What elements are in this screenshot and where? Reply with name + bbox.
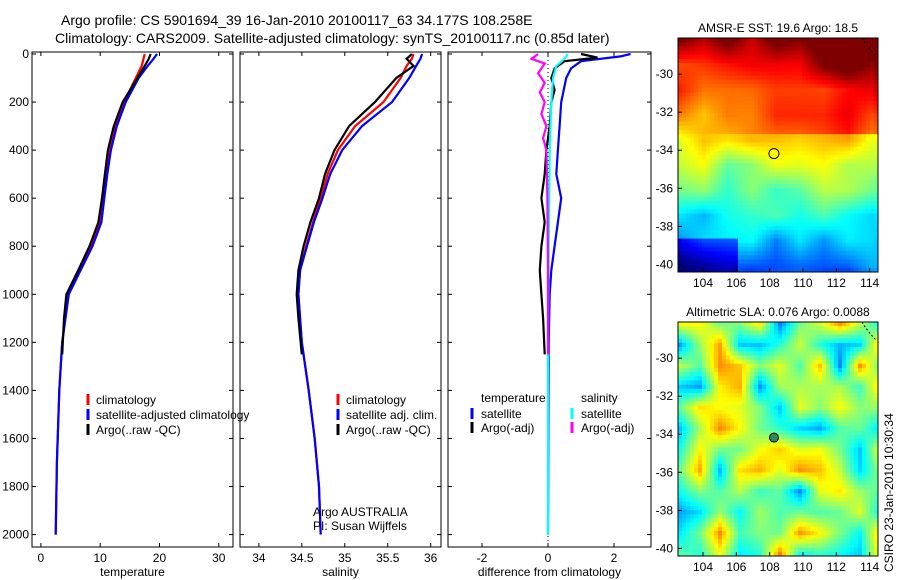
x-tick-label: 35 (338, 551, 352, 565)
lon-tick-label: 110 (793, 276, 812, 290)
legend-label: satellite adj. clim. (346, 408, 437, 422)
lat-tick-label: -40 (656, 257, 674, 271)
series-line-argo-raw-qc- (295, 53, 416, 355)
series-line-satellite-adjusted-climatology (54, 53, 158, 535)
lon-tick-label: 106 (726, 560, 746, 574)
figure-title-line2: Climatology: CARS2009. Satellite-adjuste… (55, 30, 610, 46)
legend-label: satellite-adjusted climatology (96, 408, 249, 422)
argo-location-marker (768, 148, 780, 160)
x-tick-label: 0 (545, 551, 552, 565)
figure-title-line1: Argo profile: CS 5901694_39 16-Jan-2010 … (61, 12, 532, 28)
x-tick-label: 34 (252, 551, 266, 565)
x-tick-label: 34.5 (290, 551, 314, 565)
map-sla: Altimetric SLA: 0.076 Argo: 0.0088 104 106… (656, 305, 880, 574)
lon-tick-label: 104 (693, 560, 713, 574)
y-tick-label: 600 (9, 191, 29, 205)
axes-box (239, 51, 442, 548)
y-tick-label: 1800 (2, 480, 29, 494)
credit-text: CSIRO 23-Jan-2010 10:30:34 (882, 413, 896, 572)
y-tick-label: 1400 (2, 383, 29, 397)
legend-header: salinity (581, 391, 618, 405)
axes-box (447, 51, 652, 548)
x-tick-label: -2 (477, 551, 488, 565)
map-frame (677, 37, 879, 273)
lat-tick-label: -34 (656, 143, 674, 157)
lon-tick-label: 108 (760, 276, 780, 290)
map-title: AMSR-E SST: 19.6 Argo: 18.5 (698, 21, 858, 35)
legend-header: temperature (481, 391, 546, 405)
x-tick-label: 20 (153, 551, 167, 565)
y-tick-label: 2000 (2, 528, 29, 542)
legend-label: Argo(-adj) (481, 421, 534, 435)
lat-tick-label: -34 (656, 427, 674, 441)
annotation-text: PI: Susan Wijffels (313, 519, 407, 533)
y-tick-label: 1600 (2, 431, 29, 445)
y-tick-label: 1000 (2, 287, 29, 301)
lat-tick-label: -30 (656, 351, 674, 365)
coastline (861, 37, 877, 57)
lon-tick-label: 110 (793, 560, 812, 574)
lon-tick-label: 112 (827, 276, 846, 290)
legend-label: satellite (581, 407, 622, 421)
lat-tick-label: -36 (656, 465, 674, 479)
axes-box (31, 51, 234, 548)
map-title: Altimetric SLA: 0.076 Argo: 0.0088 (686, 305, 870, 319)
x-tick-label: 36 (424, 551, 438, 565)
lon-tick-label: 108 (760, 560, 780, 574)
panel-salinity: 34 34.5 35 35.5 36 salinity climatologysatelli… (239, 51, 442, 579)
x-tick-label: 0 (38, 551, 45, 565)
lat-tick-label: -32 (656, 389, 674, 403)
x-tick-label: 10 (94, 551, 108, 565)
y-tick-label: 400 (9, 143, 29, 157)
series-line-temperature-satellite (546, 52, 631, 535)
map-frame (677, 321, 879, 557)
lat-tick-label: -30 (656, 67, 674, 81)
x-tick-label: 35.5 (376, 551, 400, 565)
argo-location-marker (768, 432, 779, 443)
x-axis-label: salinity (322, 565, 359, 579)
lat-tick-label: -36 (656, 181, 674, 195)
series-line-satellite-adj-clim- (297, 53, 424, 535)
lat-tick-label: -38 (656, 219, 674, 233)
legend-label: Argo(-adj) (581, 421, 634, 435)
y-tick-label: 800 (9, 239, 29, 253)
annotation-text: Argo AUSTRALIA (313, 505, 408, 519)
x-tick-label: 30 (212, 551, 226, 565)
lat-tick-label: -40 (656, 541, 674, 555)
x-tick-label: 2 (611, 551, 618, 565)
y-tick-label: 0 (22, 47, 29, 61)
lat-tick-label: -32 (656, 105, 674, 119)
lon-tick-label: 112 (827, 560, 846, 574)
panel-temperature: 0 10 20 30 temperature 0 200 400 600 800 1000 1200 1… (2, 47, 249, 579)
legend-label: Argo(..raw -QC) (96, 423, 181, 437)
lon-tick-label: 114 (860, 276, 879, 290)
x-axis-label: temperature (100, 565, 165, 579)
map-sst: AMSR-E SST: 19.6 Argo: 18.5 104 106 108 110 1… (656, 21, 880, 290)
legend-label: Argo(..raw -QC) (346, 423, 431, 437)
x-axis-label: difference from climatology (478, 565, 621, 579)
y-tick-label: 1200 (2, 335, 29, 349)
map-image (678, 322, 879, 557)
legend-label: climatology (96, 393, 156, 407)
y-tick-label: 200 (9, 95, 29, 109)
lon-tick-label: 106 (726, 276, 746, 290)
coastline (861, 321, 877, 341)
lon-tick-label: 104 (693, 276, 713, 290)
lon-tick-label: 114 (860, 560, 879, 574)
lat-tick-label: -38 (656, 503, 674, 517)
legend-label: satellite (481, 407, 522, 421)
legend-label: climatology (346, 393, 406, 407)
series-line-argo-raw-qc- (61, 53, 152, 355)
series-line-salinity-argo-adj- (529, 53, 550, 355)
